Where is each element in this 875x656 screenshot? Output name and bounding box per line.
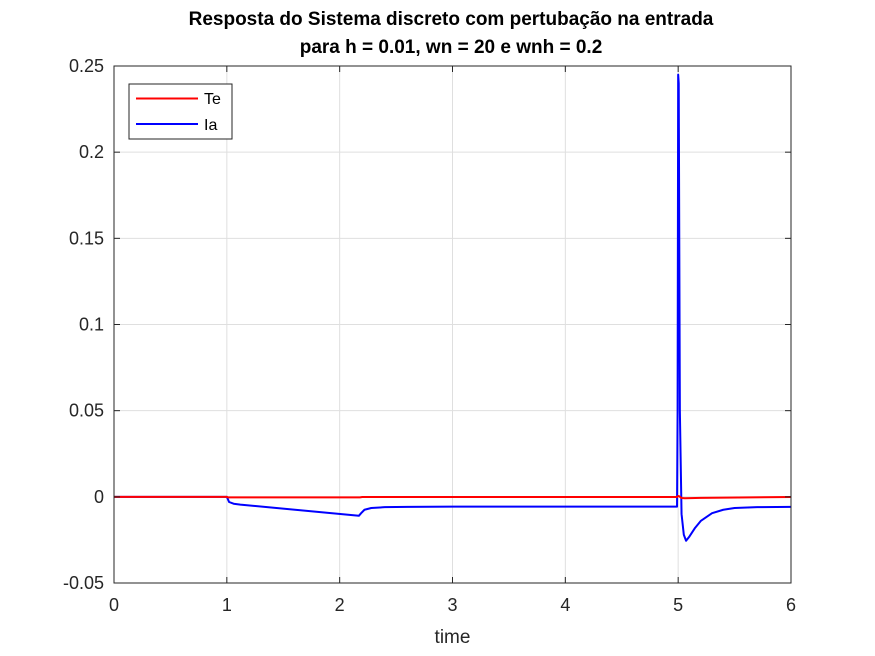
x-tick-label: 3 [447,595,457,615]
legend-box [128,83,233,140]
x-tick-label: 2 [335,595,345,615]
legend: Te Ia [128,83,233,140]
y-tick-label: 0.1 [79,315,104,335]
chart-title: Resposta do Sistema discreto com pertuba… [189,9,714,30]
legend-label-te: Te [204,91,221,108]
data-series [114,73,792,542]
legend-label-ia: Ia [204,117,217,134]
y-tick-label: 0.2 [79,142,104,162]
x-tick-label: 1 [222,595,232,615]
x-axis-label: time [435,627,471,648]
x-tick-label: 5 [673,595,683,615]
x-tick-label: 0 [109,595,119,615]
series-line-ia [114,73,792,542]
y-tick-label: 0 [94,487,104,507]
y-tick-label: 0.25 [69,56,104,76]
x-tick-label: 4 [560,595,570,615]
y-tick-label: 0.15 [69,228,104,248]
chart-subtitle: para h = 0.01, wn = 20 e wnh = 0.2 [300,37,603,58]
x-tick-label: 6 [786,595,796,615]
y-tick-label: 0.05 [69,401,104,421]
y-tick-label: -0.05 [63,573,104,593]
series-line-te [114,494,792,500]
